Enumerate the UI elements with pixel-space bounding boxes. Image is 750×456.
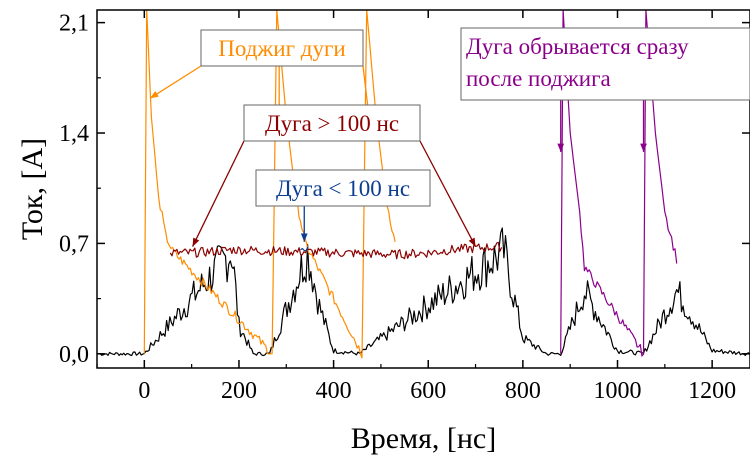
x-ticks: 0 200 400 600 800 1000 1200: [96, 10, 736, 404]
annotation-arrowhead: [192, 237, 200, 247]
x-tick-label: 800: [505, 378, 541, 404]
annotation-box: [255, 169, 431, 207]
y-axis-title: Ток, [A]: [16, 138, 49, 240]
series-line-blue: [300, 246, 309, 252]
annotation-arrowhead: [640, 143, 647, 152]
plot-frame: [96, 9, 750, 369]
traces: [97, 10, 750, 359]
series-line-darkred: [169, 241, 503, 260]
annotation-arrowhead: [149, 91, 159, 99]
annotation-text-line: Дуга обрывается сразу: [466, 34, 689, 59]
x-axis-title: Время, [нс]: [351, 422, 496, 455]
series-line-black: [97, 227, 750, 357]
annotation-text-line: после поджига: [466, 66, 611, 91]
annotation-text: Дуга < 100 нс: [276, 176, 410, 201]
annotation-arrowhead: [557, 143, 565, 152]
annotation-arrow: [191, 140, 245, 247]
series-line-purple: [560, 10, 678, 357]
x-tick-label: 600: [410, 378, 446, 404]
annotation-4: Дуга обрывается сразу после поджига: [460, 27, 750, 152]
annotation-text: Поджиг дуги: [218, 36, 345, 61]
series-line-orange: [143, 10, 396, 359]
plot-border: [96, 9, 750, 369]
annotation-box: [200, 29, 364, 67]
y-tick-label: 0,7: [59, 231, 89, 257]
x-tick-label: 0: [138, 378, 150, 404]
annotation-arrowhead: [468, 237, 476, 247]
annotation-1: Поджиг дуги: [149, 29, 372, 118]
y-tick-label: 1,4: [59, 121, 89, 147]
y-ticks: 0,0 0,7 1,4 2,1: [59, 11, 750, 368]
annotation-box: [460, 27, 750, 101]
annotation-text: Дуга > 100 нс: [265, 111, 399, 136]
trace-group: [97, 10, 750, 359]
x-tick-label: 400: [316, 378, 352, 404]
annotation-box: [243, 104, 421, 142]
annotation-2: Дуга > 100 нс: [191, 104, 477, 247]
y-tick-label: 0,0: [59, 342, 89, 368]
x-tick-label: 1200: [688, 378, 736, 404]
annotation-3: Дуга < 100 нс: [255, 169, 431, 242]
annotation-arrowhead: [300, 233, 308, 242]
x-tick-label: 1000: [594, 378, 642, 404]
x-tick-label: 200: [221, 378, 257, 404]
y-tick-label: 2,1: [59, 11, 89, 37]
annotation-arrow: [149, 65, 202, 99]
annotations: Поджиг дуги Дуга > 100 нс Дуга < 100 нс Дуг…: [149, 27, 750, 247]
annotation-arrow: [419, 140, 477, 247]
